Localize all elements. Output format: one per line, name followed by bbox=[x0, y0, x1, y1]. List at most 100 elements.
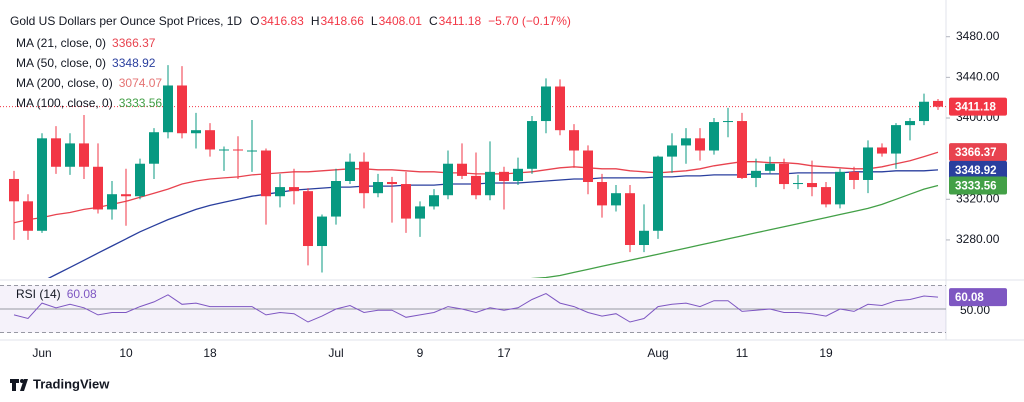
candle-body bbox=[345, 161, 355, 181]
candle-body bbox=[485, 171, 495, 196]
candle-body bbox=[457, 163, 467, 176]
candle-body bbox=[317, 216, 327, 247]
candle-body bbox=[933, 100, 943, 107]
candle bbox=[877, 143, 887, 157]
candle bbox=[653, 155, 663, 239]
price-box bbox=[949, 176, 1007, 195]
candle bbox=[583, 145, 593, 195]
candle bbox=[695, 128, 705, 161]
candle bbox=[219, 146, 229, 171]
candle-body bbox=[65, 143, 75, 167]
candle-body bbox=[191, 130, 201, 134]
candle bbox=[737, 112, 747, 179]
candle-body bbox=[723, 121, 733, 123]
candle-body bbox=[555, 86, 565, 131]
candle-body bbox=[275, 187, 285, 197]
candle-body bbox=[513, 168, 523, 181]
x-tick-label: 10 bbox=[119, 346, 133, 360]
candle bbox=[429, 189, 439, 210]
legend-value: 3366.37 bbox=[112, 36, 156, 50]
candle bbox=[51, 126, 61, 174]
price-box-label: 3348.92 bbox=[955, 165, 997, 177]
candle bbox=[891, 123, 901, 169]
price-box-label: 3333.56 bbox=[955, 181, 997, 193]
y-tick-label: 3480.00 bbox=[956, 29, 1000, 43]
candle bbox=[373, 173, 383, 198]
candle-body bbox=[695, 138, 705, 151]
brand: TradingView bbox=[33, 376, 110, 391]
rsi-tick-label: 50.00 bbox=[960, 303, 990, 317]
candle-body bbox=[863, 147, 873, 180]
candle bbox=[709, 117, 719, 155]
ohlc-value: −5.70 (−0.17%) bbox=[488, 14, 571, 28]
candle-body bbox=[121, 194, 131, 197]
candle-body bbox=[135, 163, 145, 197]
price-box bbox=[949, 288, 1007, 307]
candle bbox=[555, 79, 565, 136]
candle-body bbox=[541, 86, 551, 122]
candle bbox=[793, 174, 803, 190]
candle-body bbox=[373, 182, 383, 194]
legend-name: MA (21, close, 0) bbox=[16, 36, 106, 50]
candle-body bbox=[653, 156, 663, 231]
candle bbox=[849, 166, 859, 190]
candle-body bbox=[779, 163, 789, 185]
candle-body bbox=[471, 175, 481, 196]
candle bbox=[457, 143, 467, 179]
candle-body bbox=[79, 143, 89, 167]
x-tick-label: 11 bbox=[736, 346, 749, 360]
candle bbox=[443, 150, 453, 200]
candle-body bbox=[93, 166, 103, 210]
candle bbox=[723, 107, 733, 138]
candle-body bbox=[331, 180, 341, 217]
candle-body bbox=[303, 191, 313, 247]
price-box bbox=[949, 160, 1007, 179]
candle-body bbox=[891, 125, 901, 154]
price-box bbox=[949, 97, 1007, 116]
candle-body bbox=[415, 206, 425, 219]
candle-body bbox=[23, 201, 33, 231]
x-tick-label: 9 bbox=[417, 346, 424, 360]
candle-body bbox=[737, 121, 747, 178]
candle bbox=[107, 180, 117, 220]
candle-body bbox=[261, 150, 271, 197]
candle-body bbox=[247, 150, 257, 152]
candle-body bbox=[611, 193, 621, 206]
ohlc-label: C bbox=[429, 14, 438, 28]
candle bbox=[9, 170, 19, 240]
candle-body bbox=[37, 138, 47, 231]
candle bbox=[261, 148, 271, 225]
price-box-label: 3411.18 bbox=[955, 102, 997, 114]
candle bbox=[569, 124, 579, 168]
legend-name: MA (100, close, 0) bbox=[16, 96, 113, 110]
candle-body bbox=[387, 182, 397, 185]
candle-body bbox=[667, 145, 677, 157]
candle-body bbox=[9, 178, 19, 202]
candle-body bbox=[527, 121, 537, 169]
candle bbox=[485, 141, 495, 201]
candle-body bbox=[681, 138, 691, 146]
price-box bbox=[949, 143, 1007, 162]
candle-body bbox=[709, 122, 719, 151]
chart-title: Gold US Dollars per Ounce Spot Prices, 1… bbox=[10, 14, 242, 28]
y-tick-label: 3440.00 bbox=[956, 70, 1000, 84]
candle-body bbox=[625, 193, 635, 246]
candle bbox=[275, 173, 285, 208]
candle bbox=[905, 117, 915, 141]
candle-body bbox=[233, 149, 243, 151]
candle bbox=[863, 140, 873, 194]
ohlc-value: 3411.18 bbox=[439, 14, 482, 28]
candle-body bbox=[835, 171, 845, 205]
candle-body bbox=[597, 182, 607, 206]
candle bbox=[835, 168, 845, 209]
candle-body bbox=[359, 161, 369, 194]
candle bbox=[65, 133, 75, 175]
x-tick-label: Aug bbox=[647, 346, 668, 360]
candle bbox=[303, 188, 313, 266]
candle-body bbox=[429, 195, 439, 207]
candle-body bbox=[639, 230, 649, 246]
candle-body bbox=[569, 130, 579, 151]
rsi-pane bbox=[0, 284, 946, 334]
candle bbox=[667, 133, 677, 173]
